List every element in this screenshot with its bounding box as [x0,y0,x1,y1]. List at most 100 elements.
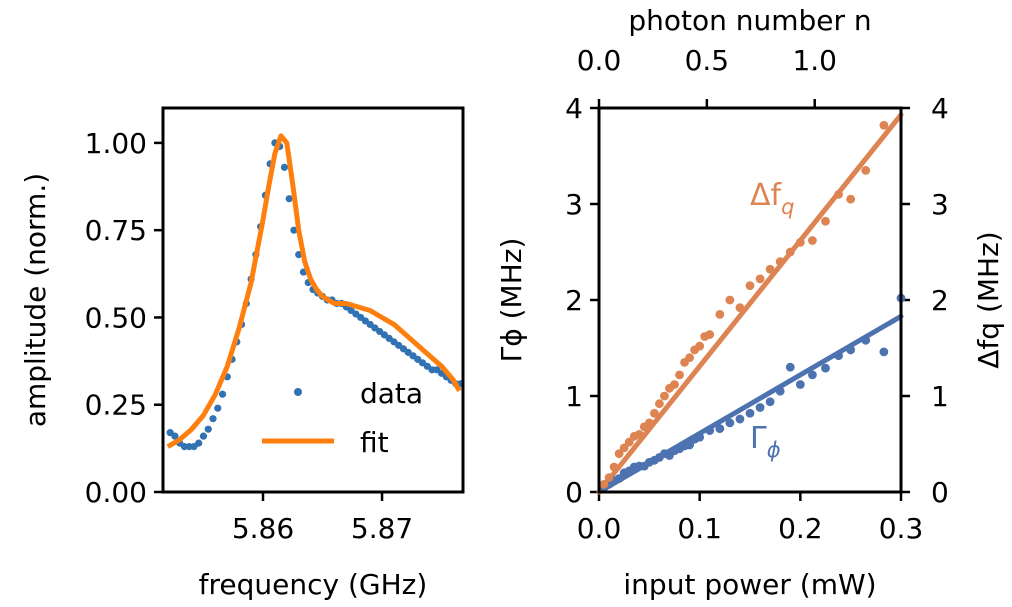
fit-line [166,133,462,449]
data-point [209,415,217,423]
right-ytick-label-right: 4 [931,92,949,125]
top-xtick-label: 1.0 [792,44,837,77]
data-point-delta-fq [624,437,634,447]
right-plot-frame [597,106,903,494]
left-ytick-label: 0.75 [85,214,147,247]
left-panel: 0.00 0.25 0.50 0.75 1.00 5.86 5.87 data fit fr… [19,106,465,601]
data-point-gamma-phi [808,370,817,380]
data-point-gamma-phi [846,345,856,355]
data-point [214,404,222,412]
data-point-delta-fq [745,281,755,290]
left-legend: data fit [262,377,423,459]
data-point [199,432,208,440]
data-point-delta-fq [644,418,654,428]
data-point-gamma-phi [725,418,735,428]
fit-line-delta-fq [596,112,904,495]
data-point-gamma-phi [715,424,725,434]
data-point-gamma-phi [765,397,775,407]
data-point-delta-fq [834,190,843,199]
data-point-delta-fq [685,353,694,362]
data-point-delta-fq [765,264,775,274]
legend-fit-label: fit [360,426,389,459]
right-top-xlabel: photon number n [628,4,871,37]
data-point-gamma-phi [695,432,705,442]
left-plot-frame [161,106,465,494]
data-point-delta-fq [649,408,659,418]
data-point-delta-fq [879,120,889,130]
legend-data-marker [294,388,302,396]
right-xtick-label: 0.2 [778,512,823,545]
top-xtick-label: 0.0 [577,44,622,77]
top-xtick-label: 0.5 [685,44,730,77]
left-ytick-label: 1.00 [85,127,147,160]
data-point [204,425,212,433]
data-point-gamma-phi [735,414,745,424]
right-plot-area [596,112,906,495]
data-point-gamma-phi [785,362,795,372]
right-ytick-label-right: 3 [931,188,949,221]
data-point-delta-fq [614,449,624,458]
right-ylabel-right: Δfq (MHz) [972,231,1005,368]
data-point-delta-fq [775,257,785,266]
right-panel: 0 0 1 1 2 2 3 3 4 4 0.0 0.1 0.2 0.3 0.0 0.5 1.0 Δfq Γϕ i… [495,4,1005,601]
annotation-gamma-phi: Γϕ [750,421,781,462]
data-point-delta-fq [675,370,684,380]
right-ytick-label-left: 2 [565,284,583,317]
right-xlabel: input power (mW) [623,568,876,601]
data-point [171,432,179,440]
data-point-delta-fq [609,462,619,472]
right-ytick-label-left: 0 [565,476,583,509]
data-point-delta-fq [808,236,817,245]
right-xtick-label: 0.1 [677,512,722,545]
data-point-delta-fq [634,430,644,439]
data-point-gamma-phi [755,403,765,412]
right-ytick-label-right: 1 [931,380,949,413]
right-ytick-label-left: 1 [565,380,583,413]
data-point-gamma-phi [775,386,785,396]
data-point-gamma-phi [705,426,715,435]
data-point [218,390,227,398]
left-ytick-label: 0.50 [85,301,147,334]
annotation-delta-fq: Δfq [750,178,794,219]
data-point-gamma-phi [745,408,755,418]
data-point-delta-fq [619,443,629,453]
data-point [195,439,203,447]
left-plot-area [166,133,465,451]
data-point-gamma-phi [861,335,871,345]
data-point-delta-fq [604,473,614,482]
data-point-gamma-phi [879,347,889,357]
data-point-gamma-phi [614,474,624,483]
data-point-delta-fq [735,303,745,313]
left-ticks: 0.00 0.25 0.50 0.75 1.00 5.86 5.87 [85,127,414,545]
data-point-delta-fq [725,295,735,305]
data-point-gamma-phi [685,440,694,450]
data-point-delta-fq [655,399,664,409]
left-xtick-label: 5.87 [351,512,413,545]
data-point-delta-fq [599,479,609,489]
data-point-delta-fq [660,391,669,401]
data-point-delta-fq [861,166,871,175]
data-point [285,195,293,203]
data-point-gamma-phi [834,351,843,361]
left-xlabel: frequency (GHz) [199,568,428,601]
left-ytick-label: 0.25 [85,389,147,422]
left-ytick-label: 0.00 [85,476,147,509]
right-xtick-label: 0.0 [577,512,622,545]
right-xtick-label: 0.3 [879,512,924,545]
data-point-delta-fq [695,341,705,351]
data-point-delta-fq [846,194,856,204]
right-ytick-label-right: 2 [931,284,949,317]
data-point [290,226,298,234]
data-point-delta-fq [670,380,679,389]
legend-data-label: data [360,377,423,410]
right-ytick-label-left: 4 [565,92,583,125]
data-point-gamma-phi [821,363,830,373]
data-point-delta-fq [785,247,795,257]
data-point [280,163,289,171]
data-point-delta-fq [795,238,805,247]
data-point-delta-fq [715,310,725,319]
right-ticks: 0 0 1 1 2 2 3 3 4 4 0.0 0.1 0.2 0.3 0.0 0.5 1.0 [565,44,949,545]
right-ytick-label-left: 3 [565,188,583,221]
left-ylabel: amplitude (norm.) [19,173,52,427]
